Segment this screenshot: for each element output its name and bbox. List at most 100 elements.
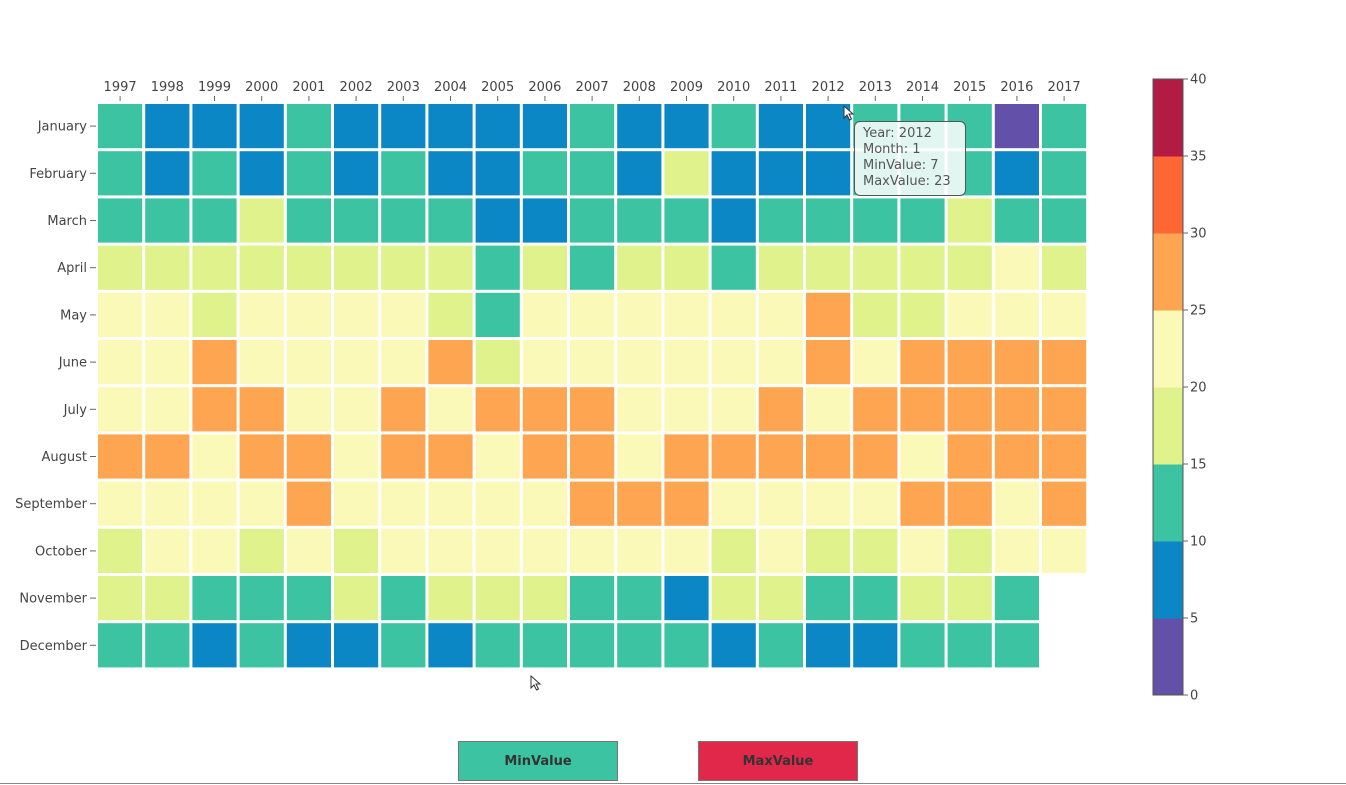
- heatmap-cell[interactable]: [664, 292, 709, 337]
- heatmap-cell[interactable]: [570, 198, 615, 243]
- heatmap-cell[interactable]: [286, 292, 331, 337]
- heatmap-cell[interactable]: [1042, 387, 1087, 432]
- heatmap-cell[interactable]: [806, 387, 851, 432]
- heatmap-cell[interactable]: [475, 292, 520, 337]
- heatmap-cell[interactable]: [1042, 481, 1087, 526]
- heatmap-cell[interactable]: [522, 481, 567, 526]
- heatmap-cell[interactable]: [98, 104, 143, 149]
- heatmap-cell[interactable]: [145, 151, 190, 196]
- heatmap-cell[interactable]: [758, 481, 803, 526]
- heatmap-cell[interactable]: [570, 434, 615, 479]
- heatmap-cell[interactable]: [806, 528, 851, 573]
- heatmap-cell[interactable]: [98, 576, 143, 621]
- heatmap-cell[interactable]: [711, 198, 756, 243]
- heatmap-cell[interactable]: [428, 198, 473, 243]
- heatmap-cell[interactable]: [192, 245, 237, 290]
- heatmap-cell[interactable]: [428, 151, 473, 196]
- heatmap-cell[interactable]: [900, 340, 945, 385]
- heatmap-cell[interactable]: [711, 292, 756, 337]
- heatmap-cell[interactable]: [239, 151, 284, 196]
- heatmap-cell[interactable]: [381, 104, 426, 149]
- heatmap-cell[interactable]: [522, 151, 567, 196]
- heatmap-cell[interactable]: [617, 198, 662, 243]
- heatmap-cell[interactable]: [711, 151, 756, 196]
- heatmap-cell[interactable]: [334, 481, 379, 526]
- heatmap-cell[interactable]: [570, 151, 615, 196]
- heatmap-cell[interactable]: [994, 528, 1039, 573]
- max-value-button[interactable]: MaxValue: [698, 741, 858, 781]
- heatmap-cell[interactable]: [522, 387, 567, 432]
- heatmap-cell[interactable]: [522, 434, 567, 479]
- heatmap-cell[interactable]: [428, 292, 473, 337]
- heatmap-cell[interactable]: [286, 198, 331, 243]
- heatmap-cell[interactable]: [192, 198, 237, 243]
- heatmap-cell[interactable]: [239, 434, 284, 479]
- heatmap-cell[interactable]: [192, 387, 237, 432]
- heatmap-cell[interactable]: [428, 387, 473, 432]
- heatmap-cell[interactable]: [711, 104, 756, 149]
- heatmap-cell[interactable]: [334, 576, 379, 621]
- heatmap-cell[interactable]: [570, 245, 615, 290]
- heatmap-cell[interactable]: [145, 245, 190, 290]
- heatmap-cell[interactable]: [98, 151, 143, 196]
- heatmap-cell[interactable]: [334, 292, 379, 337]
- heatmap-cell[interactable]: [853, 576, 898, 621]
- heatmap-cell[interactable]: [522, 528, 567, 573]
- heatmap-cell[interactable]: [947, 528, 992, 573]
- heatmap-cell[interactable]: [1042, 198, 1087, 243]
- heatmap-cell[interactable]: [617, 151, 662, 196]
- heatmap-cell[interactable]: [853, 528, 898, 573]
- heatmap-cell[interactable]: [145, 481, 190, 526]
- heatmap-cell[interactable]: [428, 340, 473, 385]
- heatmap-cell[interactable]: [758, 104, 803, 149]
- heatmap-cell[interactable]: [758, 576, 803, 621]
- heatmap-cell[interactable]: [806, 292, 851, 337]
- heatmap-cell[interactable]: [900, 245, 945, 290]
- heatmap-cell[interactable]: [1042, 528, 1087, 573]
- heatmap-cell[interactable]: [900, 576, 945, 621]
- heatmap-cell[interactable]: [334, 198, 379, 243]
- heatmap-cell[interactable]: [994, 387, 1039, 432]
- heatmap-cell[interactable]: [381, 576, 426, 621]
- heatmap-cell[interactable]: [1042, 340, 1087, 385]
- heatmap-cell[interactable]: [806, 245, 851, 290]
- heatmap-cell[interactable]: [664, 623, 709, 668]
- heatmap-cell[interactable]: [617, 528, 662, 573]
- heatmap-cell[interactable]: [806, 151, 851, 196]
- heatmap-cell[interactable]: [286, 528, 331, 573]
- heatmap-cell[interactable]: [806, 623, 851, 668]
- heatmap-cell[interactable]: [239, 481, 284, 526]
- heatmap-cell[interactable]: [570, 387, 615, 432]
- min-value-button[interactable]: MinValue: [458, 741, 618, 781]
- heatmap-cell[interactable]: [334, 340, 379, 385]
- heatmap-cell[interactable]: [664, 387, 709, 432]
- heatmap-cell[interactable]: [806, 576, 851, 621]
- heatmap-cell[interactable]: [475, 198, 520, 243]
- heatmap-cell[interactable]: [98, 434, 143, 479]
- heatmap-cell[interactable]: [522, 292, 567, 337]
- heatmap-cell[interactable]: [758, 245, 803, 290]
- heatmap-cell[interactable]: [98, 528, 143, 573]
- heatmap-cell[interactable]: [381, 434, 426, 479]
- heatmap-cell[interactable]: [617, 576, 662, 621]
- heatmap-cell[interactable]: [334, 434, 379, 479]
- heatmap-cell[interactable]: [522, 245, 567, 290]
- heatmap-cell[interactable]: [617, 481, 662, 526]
- heatmap-cell[interactable]: [664, 198, 709, 243]
- heatmap-cell[interactable]: [617, 387, 662, 432]
- heatmap-cell[interactable]: [617, 623, 662, 668]
- heatmap-cell[interactable]: [145, 340, 190, 385]
- heatmap-cell[interactable]: [239, 387, 284, 432]
- heatmap-cell[interactable]: [381, 292, 426, 337]
- heatmap-cell[interactable]: [994, 434, 1039, 479]
- heatmap-cell[interactable]: [664, 340, 709, 385]
- heatmap-cell[interactable]: [239, 576, 284, 621]
- heatmap-cell[interactable]: [853, 623, 898, 668]
- heatmap-cell[interactable]: [192, 104, 237, 149]
- heatmap-cell[interactable]: [570, 340, 615, 385]
- heatmap-cell[interactable]: [570, 623, 615, 668]
- heatmap-cell[interactable]: [617, 245, 662, 290]
- heatmap-cell[interactable]: [381, 198, 426, 243]
- heatmap-cell[interactable]: [806, 104, 851, 149]
- heatmap-cell[interactable]: [381, 387, 426, 432]
